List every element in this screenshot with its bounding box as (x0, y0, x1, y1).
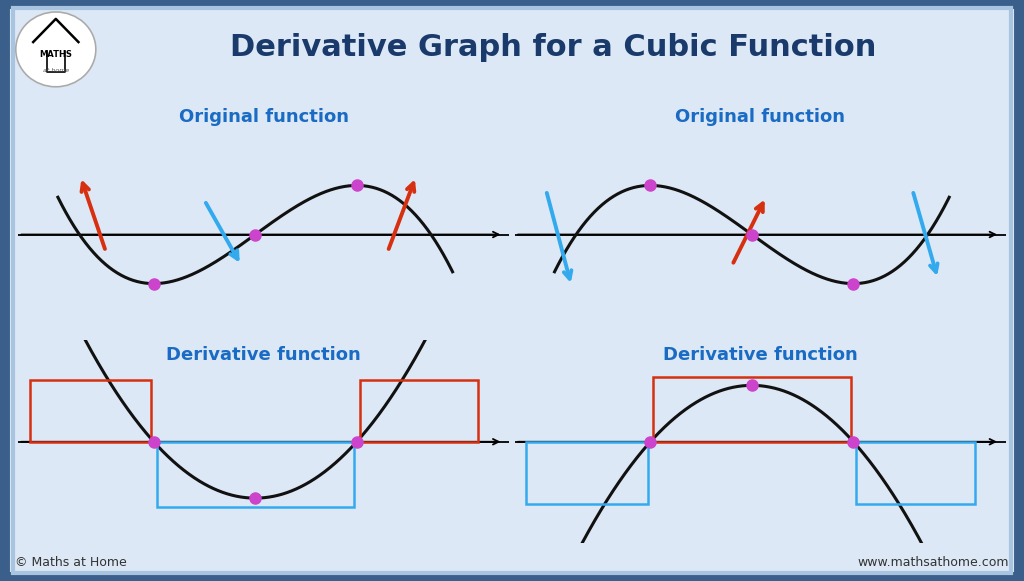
Circle shape (15, 12, 96, 87)
Text: MATHS: MATHS (39, 50, 73, 59)
Text: Derivative function: Derivative function (663, 346, 858, 364)
Text: Derivative function: Derivative function (166, 346, 361, 364)
Text: Original function: Original function (675, 107, 846, 125)
Text: Original function: Original function (178, 107, 349, 125)
Text: Derivative Graph for a Cubic Function: Derivative Graph for a Cubic Function (229, 34, 877, 62)
Text: at home: at home (43, 68, 69, 73)
Text: www.mathsathome.com: www.mathsathome.com (857, 555, 1009, 569)
Text: © Maths at Home: © Maths at Home (15, 555, 127, 569)
